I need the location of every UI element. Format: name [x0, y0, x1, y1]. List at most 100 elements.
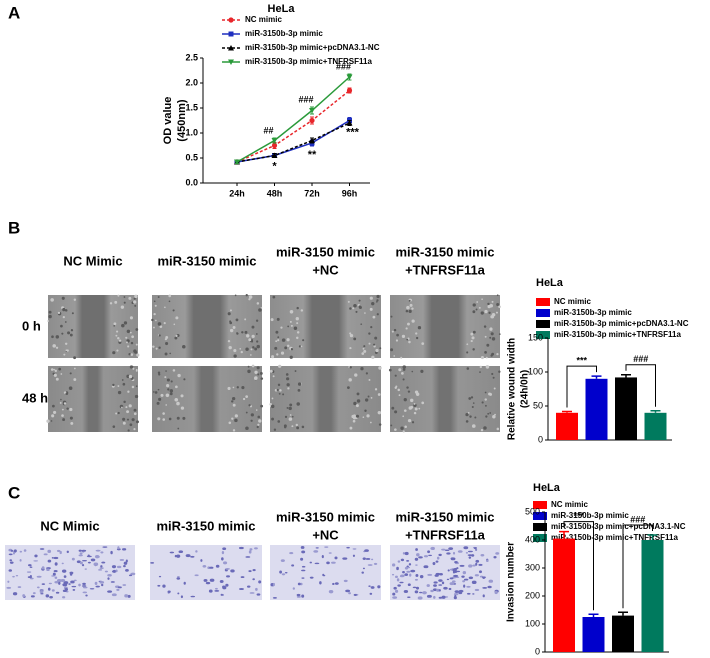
cell: [392, 596, 398, 599]
cell: [364, 398, 369, 402]
cell: [133, 300, 137, 304]
cell: [470, 332, 474, 336]
cell: [172, 369, 176, 372]
cell: [290, 348, 294, 351]
cell: [494, 413, 496, 416]
cell: [296, 306, 299, 310]
cell: [360, 367, 364, 371]
cell: [227, 339, 231, 343]
cell: [280, 559, 285, 562]
cell: [479, 371, 481, 373]
cell: [471, 424, 476, 428]
cell: [430, 546, 435, 551]
cell: [407, 390, 411, 393]
cell: [363, 349, 367, 353]
cell: [62, 307, 66, 312]
panel-label: C: [8, 483, 20, 502]
cell: [158, 334, 161, 337]
legend-swatch: [533, 523, 547, 531]
cell: [15, 574, 19, 577]
cell: [406, 566, 411, 569]
cell: [269, 403, 272, 406]
cell: [352, 419, 356, 423]
cell: [374, 336, 378, 340]
cell: [391, 330, 394, 333]
cell: [474, 416, 477, 419]
cell: [257, 423, 260, 426]
y-tick-label: 50: [533, 400, 543, 410]
cell: [62, 596, 66, 599]
cell: [233, 354, 237, 358]
cell: [421, 342, 425, 346]
cell: [396, 566, 399, 571]
y-tick-label: 300: [525, 562, 540, 572]
cell: [353, 401, 357, 406]
cell: [392, 592, 396, 596]
cell: [448, 547, 454, 550]
cell: [468, 556, 472, 559]
cell: [411, 421, 415, 424]
invasion-image: [150, 545, 262, 600]
cell: [228, 421, 232, 425]
cell: [352, 416, 357, 420]
cell: [29, 566, 33, 568]
cell: [232, 403, 236, 407]
cell: [395, 575, 398, 579]
cell: [116, 330, 119, 333]
cell: [254, 370, 258, 374]
cell: [158, 373, 161, 376]
cell: [107, 590, 113, 593]
cell: [57, 311, 61, 315]
cell: [79, 552, 83, 555]
column-header: NC Mimic: [63, 253, 122, 268]
cell: [120, 305, 125, 309]
cell: [227, 386, 231, 391]
column-header: miR-3150 mimic: [276, 509, 375, 524]
cell: [168, 417, 172, 421]
cell: [123, 301, 126, 304]
cell: [404, 573, 409, 576]
bar: [585, 378, 608, 440]
cell: [177, 373, 181, 378]
cell: [110, 550, 113, 555]
cell: [194, 574, 199, 577]
y-tick-label: 400: [525, 534, 540, 544]
cell: [68, 583, 71, 585]
cell: [51, 556, 54, 559]
cell: [47, 549, 52, 553]
cell: [100, 583, 104, 587]
cell: [400, 356, 403, 359]
cell: [373, 343, 376, 346]
cell: [465, 413, 469, 417]
cell: [250, 419, 253, 422]
cell: [378, 366, 382, 370]
cell: [415, 332, 418, 335]
data-point: [309, 117, 315, 124]
cell: [231, 396, 236, 401]
cell: [121, 323, 125, 328]
y-tick-label: 150: [528, 332, 543, 342]
cell: [418, 556, 423, 559]
cell: [95, 585, 100, 588]
cell: [48, 310, 52, 314]
cell: [247, 369, 251, 374]
cell: [178, 550, 184, 554]
cell: [180, 394, 184, 398]
cell: [157, 388, 160, 391]
cell: [452, 551, 456, 555]
cell: [66, 550, 69, 554]
cell: [39, 548, 45, 550]
cell: [435, 560, 439, 563]
cell: [480, 429, 484, 432]
cell: [67, 331, 71, 335]
cell: [167, 590, 171, 593]
cell: [19, 559, 22, 562]
comparison-bracket: [622, 524, 653, 609]
cell: [475, 562, 478, 566]
cell: [28, 564, 32, 567]
cell: [402, 368, 406, 371]
cell: [415, 548, 418, 551]
cell: [498, 370, 501, 373]
cell: [406, 560, 410, 562]
cell: [56, 549, 61, 553]
